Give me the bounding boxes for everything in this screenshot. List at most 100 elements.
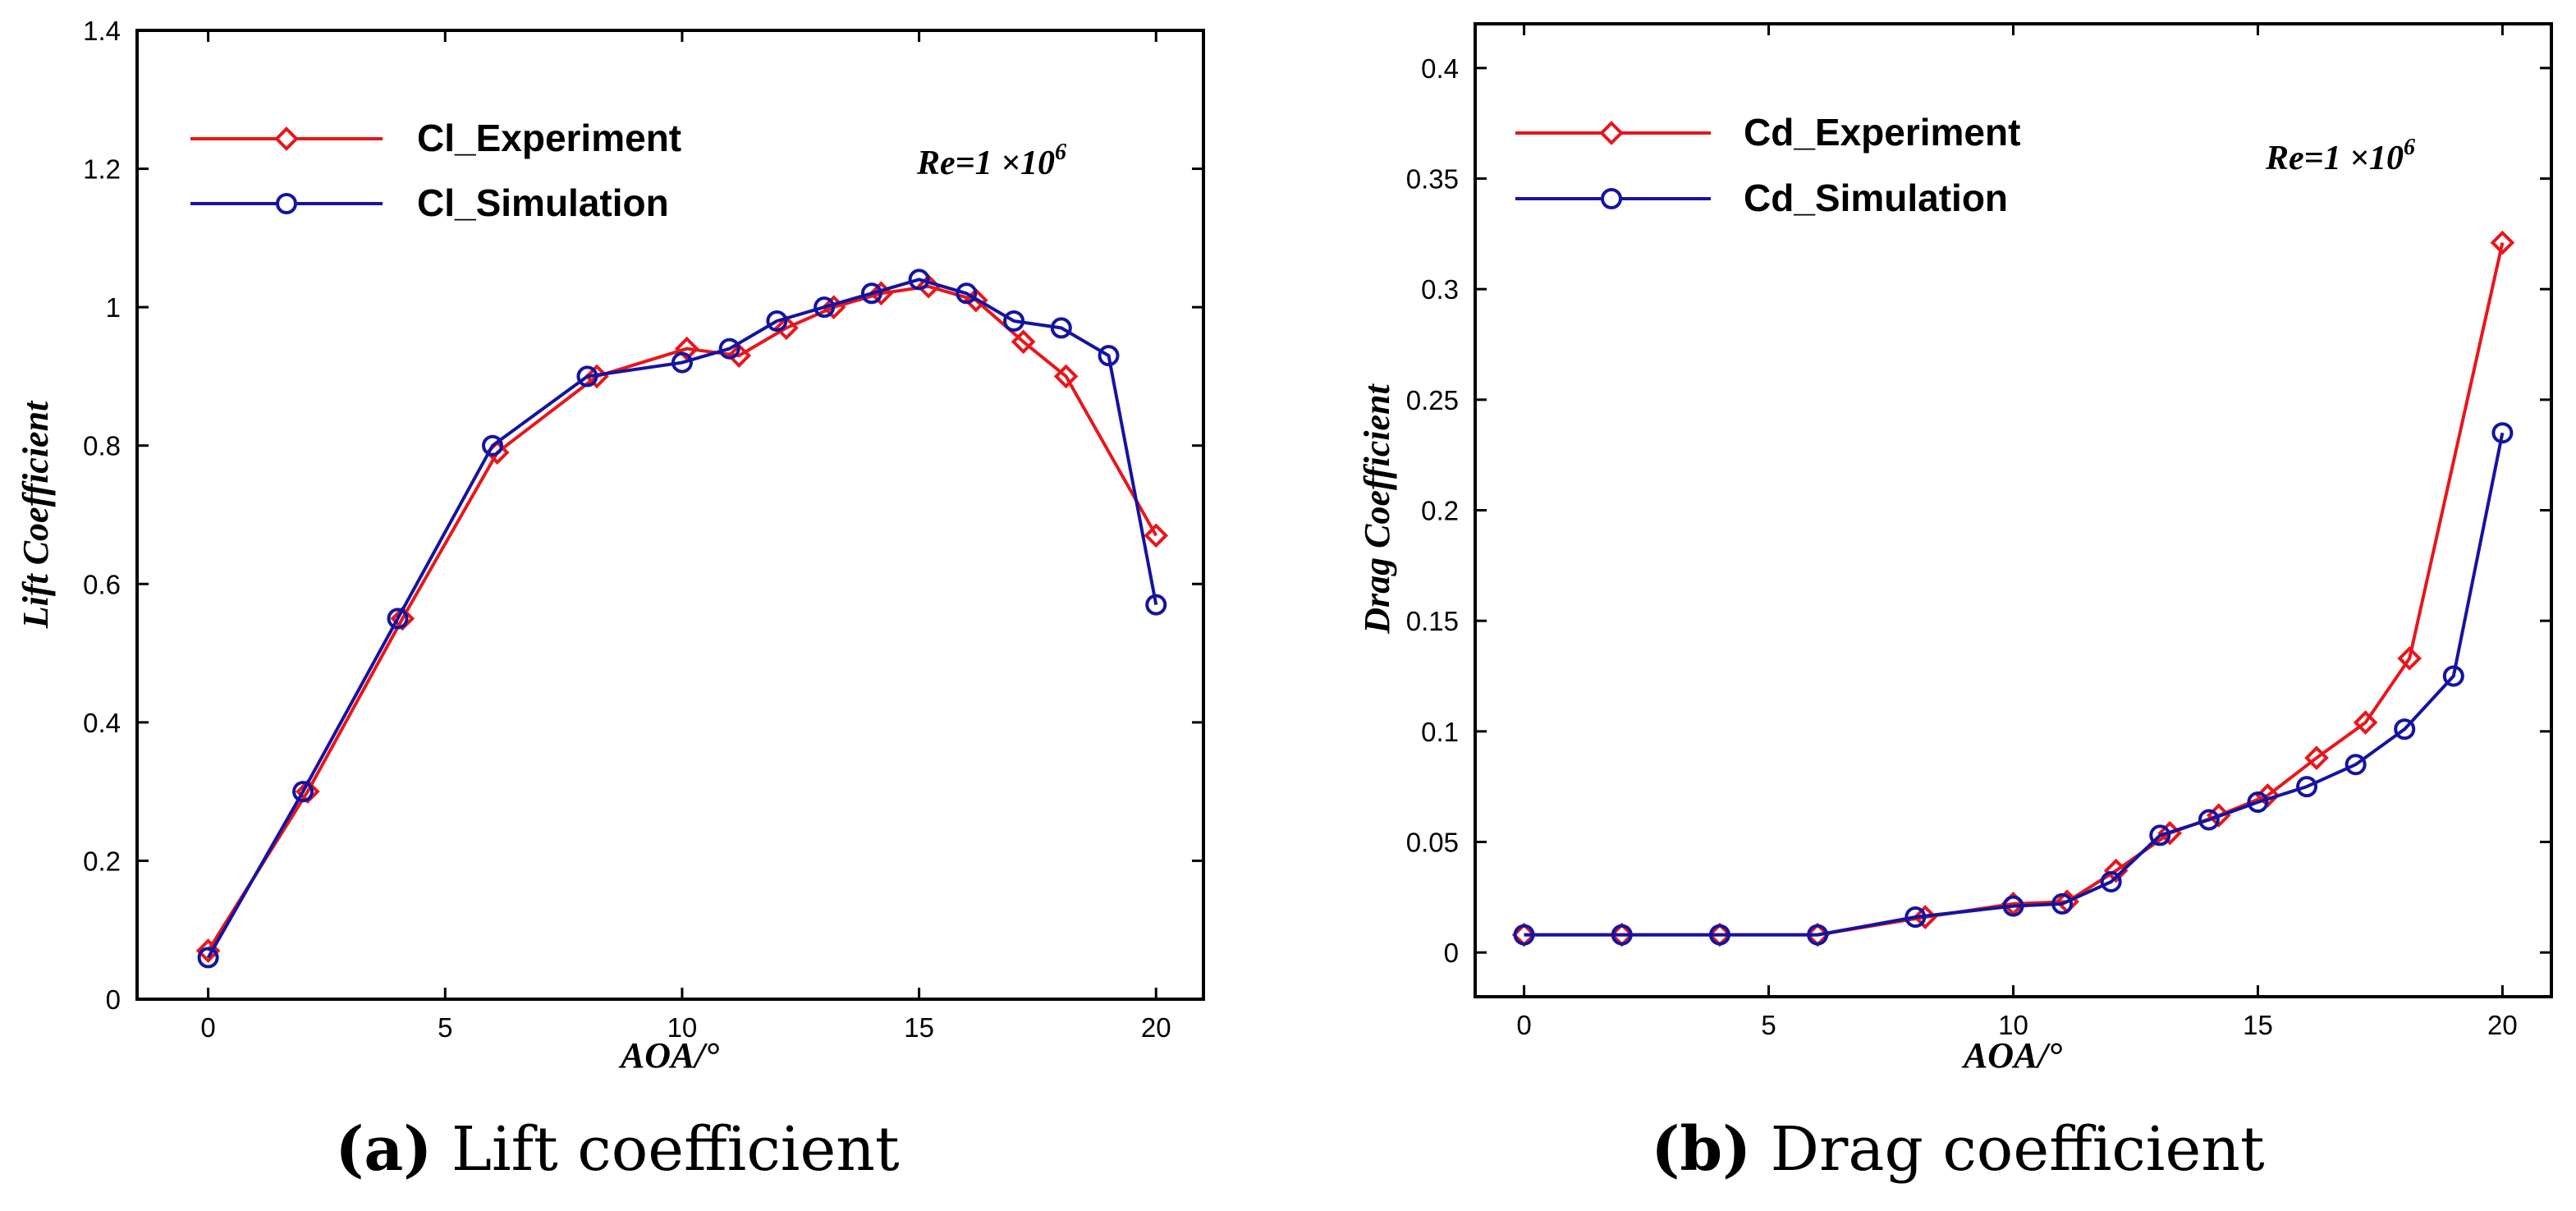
- lift-legend-label-experiment: Cl_Experiment: [417, 117, 681, 159]
- drag-xtick-label: 10: [1998, 1010, 2028, 1040]
- cd-simulation-point: [1611, 924, 1633, 946]
- drag-chart: 0 5 10 15 20 0 0.05 0.1 0.15 0.2 0.25 0.3 0.35 0.4 AO…: [1357, 22, 2553, 1185]
- drag-ytick-label: 0.05: [1406, 827, 1459, 857]
- cl-experiment-point: [1144, 523, 1169, 548]
- lift-axis-ticks: 0 5 10 15 20 0 0.2 0.4 0.6 0.8 1 1.2 1.4: [83, 16, 1203, 1043]
- lift-xtick-label: 15: [904, 1012, 934, 1043]
- cl-experiment-point: [774, 315, 799, 341]
- lift-plot-frame: [135, 29, 1205, 1001]
- drag-reynolds-base: Re=1 ×10: [2265, 140, 2404, 177]
- cl-simulation-point: [387, 608, 409, 630]
- cl-simulation-point: [482, 434, 503, 456]
- lift-ytick-label: 0.2: [83, 846, 121, 876]
- drag-ytick-label: 0.15: [1406, 606, 1459, 636]
- cl-simulation-point: [1145, 594, 1167, 616]
- cl-simulation-point: [197, 947, 219, 969]
- drag-ytick-label: 0.4: [1421, 53, 1459, 84]
- cd-simulation-point: [2149, 824, 2171, 846]
- cd-simulation-point: [2198, 809, 2220, 831]
- lift-caption: (a) Lift coefficient: [335, 1114, 900, 1185]
- lift-xtick-label: 10: [667, 1012, 698, 1043]
- drag-legend-label-simulation: Cd_Simulation: [1744, 177, 2008, 219]
- drag-legend-marker-experiment: [1599, 121, 1624, 145]
- drag-legend: Cd_Experiment Cd_Simulation: [1515, 111, 2020, 219]
- drag-series: [1511, 230, 2515, 947]
- cl-simulation-point: [860, 282, 882, 305]
- lift-reynolds-annotation: Re=1 ×106: [916, 140, 1066, 182]
- drag-ytick-label: 0: [1444, 938, 1459, 968]
- cl-simulation-point: [671, 351, 693, 374]
- cd-simulation-point: [2002, 895, 2024, 917]
- lift-legend-marker-simulation: [276, 193, 297, 214]
- lift-ytick-label: 1: [106, 292, 121, 323]
- drag-xtick-label: 20: [2487, 1010, 2518, 1040]
- cd-experiment-point: [2397, 646, 2422, 671]
- cl-experiment-point: [296, 779, 320, 804]
- cl-simulation-point: [576, 365, 598, 388]
- cd-simulation-point: [2394, 718, 2416, 741]
- drag-reynolds-exponent: 6: [2404, 135, 2415, 160]
- lift-series: [195, 268, 1169, 969]
- cd-experiment-point: [2304, 745, 2329, 770]
- cd-simulation-point: [2442, 665, 2464, 687]
- lift-legend-label-simulation: Cl_Simulation: [417, 181, 669, 224]
- cd-experiment-point: [2103, 858, 2129, 883]
- cl-simulation-point: [1003, 310, 1025, 332]
- drag-caption-letter: (b): [1651, 1114, 1751, 1185]
- cl-simulation-point: [1098, 345, 1120, 367]
- drag-caption-text: Drag coefficient: [1751, 1114, 2265, 1185]
- drag-ylabel: Drag Coefficient: [1357, 383, 1397, 634]
- cd-simulation-line: [1524, 432, 2505, 937]
- cl-simulation-point: [292, 781, 314, 803]
- cl-simulation-point: [956, 282, 978, 305]
- lift-caption-letter: (a): [335, 1114, 432, 1185]
- cd-simulation-point: [2296, 776, 2318, 798]
- drag-ytick-label: 0.3: [1421, 274, 1459, 305]
- lift-xtick-label: 20: [1141, 1012, 1171, 1043]
- cd-simulation-point: [2247, 791, 2269, 813]
- lift-ytick-label: 0.8: [83, 431, 121, 461]
- cd-simulation-point: [1807, 924, 1829, 946]
- lift-ylabel: Lift Coefficient: [16, 400, 56, 629]
- lift-legend: Cl_Experiment Cl_Simulation: [190, 117, 681, 224]
- drag-ytick-label: 0.25: [1406, 385, 1459, 415]
- drag-axis-ticks: 0 5 10 15 20 0 0.05 0.1 0.15 0.2 0.25 0.3 0.35 0.4: [1406, 24, 2551, 1040]
- cd-simulation-point: [1513, 924, 1535, 946]
- lift-xtick-label: 5: [438, 1012, 452, 1043]
- cl-simulation-point: [1050, 317, 1072, 339]
- cd-simulation-point: [2491, 422, 2514, 444]
- cd-experiment-point: [2490, 230, 2515, 255]
- drag-xtick-label: 15: [2243, 1010, 2273, 1040]
- cl-experiment-point: [390, 606, 415, 631]
- lift-ytick-label: 0.4: [83, 708, 121, 738]
- drag-xlabel: AOA/°: [1961, 1035, 2063, 1076]
- drag-legend-marker-simulation: [1601, 188, 1622, 209]
- lift-ytick-label: 0: [106, 984, 121, 1015]
- cl-simulation-line: [206, 278, 1158, 959]
- cd-experiment-point: [2353, 710, 2378, 735]
- cd-simulation-point: [2345, 754, 2367, 776]
- lift-xtick-label: 0: [200, 1012, 215, 1043]
- lift-ytick-label: 1.2: [83, 154, 121, 185]
- cd-simulation-point: [1904, 906, 1927, 929]
- drag-legend-label-experiment: Cd_Experiment: [1744, 111, 2020, 154]
- lift-chart: 0 5 10 15 20 0 0.2 0.4 0.6 0.8 1 1.2 1.4 AOA/° Lift …: [16, 16, 1205, 1185]
- drag-xtick-label: 0: [1516, 1010, 1531, 1040]
- lift-ytick-label: 1.4: [83, 16, 121, 46]
- cd-simulation-point: [2100, 870, 2122, 892]
- lift-reynolds-exponent: 6: [1055, 140, 1066, 165]
- lift-caption-text: Lift coefficient: [432, 1114, 900, 1185]
- drag-caption: (b) Drag coefficient: [1651, 1114, 2265, 1185]
- lift-xlabel: AOA/°: [618, 1035, 720, 1076]
- lift-reynolds-base: Re=1 ×10: [916, 144, 1055, 182]
- drag-ytick-label: 0.1: [1421, 717, 1459, 747]
- drag-ytick-label: 0.35: [1406, 164, 1459, 195]
- cl-simulation-point: [814, 296, 836, 319]
- drag-ytick-label: 0.2: [1421, 496, 1459, 526]
- cd-simulation-point: [1708, 924, 1730, 946]
- cl-experiment-point: [674, 336, 699, 361]
- cl-experiment-point: [727, 343, 752, 368]
- cl-experiment-point: [1011, 329, 1036, 355]
